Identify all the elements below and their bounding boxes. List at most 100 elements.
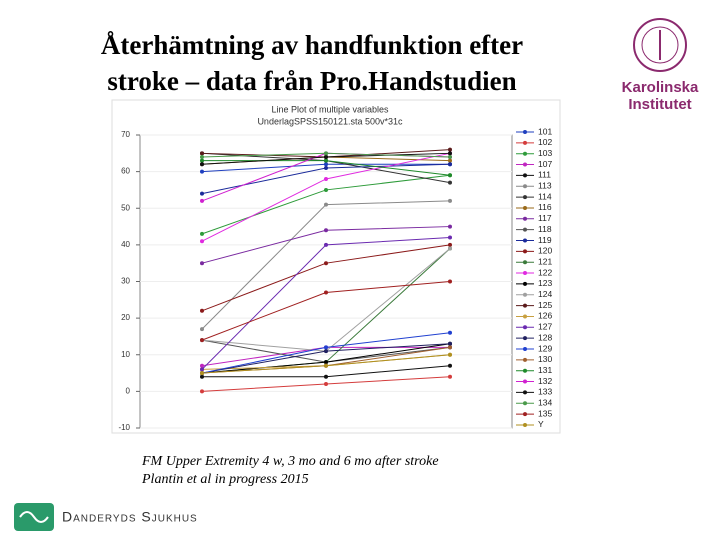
legend-label: 135 bbox=[538, 408, 552, 418]
data-point bbox=[324, 242, 328, 247]
data-point bbox=[200, 191, 204, 196]
data-point bbox=[324, 187, 328, 192]
data-point bbox=[448, 352, 452, 357]
legend-marker bbox=[523, 249, 527, 254]
data-point bbox=[324, 176, 328, 181]
data-point bbox=[448, 246, 452, 251]
data-point bbox=[448, 154, 452, 159]
data-point bbox=[200, 389, 204, 394]
legend-marker bbox=[523, 281, 527, 286]
data-point bbox=[200, 198, 204, 203]
data-point bbox=[324, 154, 328, 159]
y-tick-label: 40 bbox=[121, 240, 130, 249]
logo-text: Institutet bbox=[628, 96, 691, 113]
data-point bbox=[200, 327, 204, 332]
legend-label: 119 bbox=[538, 235, 552, 245]
data-point bbox=[448, 374, 452, 379]
chart-subtitle: UnderlagSPSS150121.sta 500v*31c bbox=[257, 116, 403, 126]
legend-marker bbox=[523, 412, 527, 417]
legend-marker bbox=[523, 151, 527, 156]
y-tick-label: 60 bbox=[121, 167, 130, 176]
legend-marker bbox=[523, 260, 527, 265]
legend-marker bbox=[523, 390, 527, 395]
data-point bbox=[448, 224, 452, 229]
data-point bbox=[324, 151, 328, 156]
legend-marker bbox=[523, 368, 527, 373]
legend-marker bbox=[523, 336, 527, 341]
legend-label: 102 bbox=[538, 137, 552, 147]
y-tick-label: 70 bbox=[121, 130, 130, 139]
data-point bbox=[448, 198, 452, 203]
data-point bbox=[324, 374, 328, 379]
y-tick-label: 30 bbox=[121, 277, 130, 286]
legend-label: 126 bbox=[538, 311, 552, 321]
legend-label: 133 bbox=[538, 387, 552, 397]
legend-marker bbox=[523, 357, 527, 362]
legend-marker bbox=[523, 303, 527, 308]
data-point bbox=[200, 162, 204, 167]
data-point bbox=[324, 382, 328, 387]
legend-label: 123 bbox=[538, 278, 552, 288]
y-tick-label: -10 bbox=[118, 423, 130, 432]
seal bbox=[633, 18, 687, 72]
legend-label: 124 bbox=[538, 289, 552, 299]
legend-label: 130 bbox=[538, 354, 552, 364]
caption: Plantin et al in progress 2015 bbox=[141, 472, 309, 487]
logo-text: Karolinska bbox=[622, 79, 699, 96]
legend-marker bbox=[523, 422, 527, 427]
data-point bbox=[448, 330, 452, 335]
legend-marker bbox=[523, 205, 527, 210]
legend-label: 127 bbox=[538, 322, 552, 332]
legend-label: 134 bbox=[538, 398, 552, 408]
data-point bbox=[200, 231, 204, 236]
legend-marker bbox=[523, 216, 527, 221]
data-point bbox=[448, 158, 452, 163]
slide-title: stroke – data från Pro.Handstudien bbox=[107, 66, 516, 96]
data-point bbox=[200, 371, 204, 376]
data-point bbox=[200, 239, 204, 244]
legend-label: 129 bbox=[538, 343, 552, 353]
legend-marker bbox=[523, 238, 527, 243]
chart-title: Line Plot of multiple variables bbox=[271, 104, 389, 114]
legend-label: 114 bbox=[538, 191, 552, 201]
legend-marker bbox=[523, 325, 527, 330]
legend-marker bbox=[523, 271, 527, 276]
data-point bbox=[448, 147, 452, 152]
data-point bbox=[448, 242, 452, 247]
legend-label: 128 bbox=[538, 332, 552, 342]
legend-label: 120 bbox=[538, 246, 552, 256]
legend-label: 103 bbox=[538, 148, 552, 158]
legend-label: 132 bbox=[538, 376, 552, 386]
data-point bbox=[200, 261, 204, 266]
data-point bbox=[200, 158, 204, 163]
danderyd-logo: Danderyds Sjukhus bbox=[14, 503, 197, 531]
data-point bbox=[324, 261, 328, 266]
data-point bbox=[200, 169, 204, 174]
seal bbox=[641, 26, 679, 64]
y-tick-label: 20 bbox=[121, 313, 130, 322]
legend-marker bbox=[523, 401, 527, 406]
y-tick-label: 0 bbox=[126, 386, 131, 395]
data-point bbox=[324, 360, 328, 365]
data-point bbox=[324, 345, 328, 350]
legend-label: 125 bbox=[538, 300, 552, 310]
data-point bbox=[448, 235, 452, 240]
data-point bbox=[324, 202, 328, 207]
data-point bbox=[448, 162, 452, 167]
karolinska-logo: Karolinska Institutet bbox=[622, 18, 699, 113]
data-point bbox=[448, 363, 452, 368]
legend-marker bbox=[523, 162, 527, 167]
legend-marker bbox=[523, 140, 527, 145]
legend-label: 111 bbox=[538, 170, 551, 180]
data-point bbox=[448, 151, 452, 156]
data-point bbox=[200, 154, 204, 159]
legend-marker bbox=[523, 195, 527, 200]
data-point bbox=[324, 349, 328, 354]
slide-title: Återhämtning av handfunktion efter bbox=[101, 30, 523, 60]
legend-marker bbox=[523, 292, 527, 297]
caption: FM Upper Extremity 4 w, 3 mo and 6 mo af… bbox=[141, 454, 439, 469]
data-point bbox=[324, 363, 328, 368]
legend-label: 117 bbox=[538, 213, 552, 223]
